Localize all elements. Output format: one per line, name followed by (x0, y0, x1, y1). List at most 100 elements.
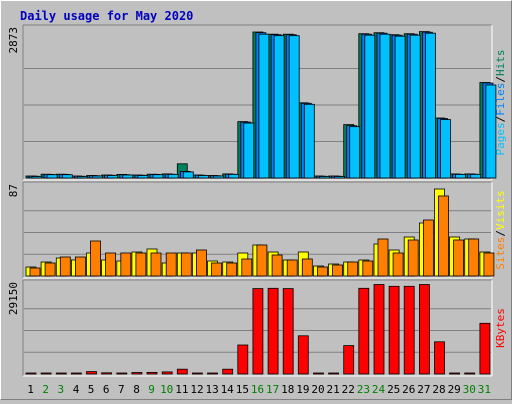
bar-kbytes-day-31 (479, 322, 491, 375)
series-label-part: Hits (494, 50, 507, 77)
panel-kbytes: 29150 KBytes (7, 279, 507, 377)
bar-pages-day-9 (152, 174, 164, 179)
chart-title: Daily usage for May 2020 (20, 9, 193, 23)
x-tick-label-day-4: 4 (73, 383, 80, 396)
x-tick-label-day-26: 26 (402, 383, 415, 396)
x-tick-label-day-24: 24 (372, 383, 386, 396)
bar-kbytes-day-9 (146, 371, 158, 375)
bar-kbytes-day-17 (267, 287, 279, 375)
bar-pages-day-10 (167, 173, 179, 179)
series-label-part: Sites (494, 237, 507, 270)
y-max-label-requests: 2873 (7, 27, 20, 54)
bar-pages-day-3 (61, 174, 73, 179)
bar-kbytes-day-8 (131, 372, 143, 375)
x-tick-label-day-10: 10 (160, 383, 173, 396)
x-tick-label-day-30: 30 (463, 383, 476, 396)
bar-sites-day-2 (44, 262, 56, 277)
bar-pages-day-16 (258, 33, 270, 179)
bar-pages-day-21 (334, 176, 346, 179)
bar-sites-day-15 (241, 258, 253, 277)
bar-sites-day-19 (301, 258, 313, 277)
bar-kbytes-day-18 (282, 288, 294, 375)
bar-sites-day-12 (195, 249, 207, 277)
series-label-visitors: Sites/Visits (494, 190, 507, 270)
bar-kbytes-day-26 (403, 285, 415, 375)
bar-pages-day-11 (182, 171, 194, 179)
series-label-part: Files (494, 83, 507, 116)
bar-pages-day-7 (122, 174, 134, 179)
x-tick-label-day-6: 6 (103, 383, 110, 396)
bar-pages-day-4 (77, 176, 88, 179)
x-tick-label-day-27: 27 (417, 383, 430, 396)
bar-sites-day-30 (468, 238, 480, 277)
x-tick-label-day-23: 23 (357, 383, 370, 396)
bar-sites-day-5 (90, 240, 101, 277)
bar-kbytes-day-1 (25, 372, 37, 375)
bar-pages-day-18 (288, 35, 300, 179)
x-tick-label-day-12: 12 (190, 383, 203, 396)
x-tick-label-day-22: 22 (342, 383, 355, 396)
bar-sites-day-6 (105, 252, 116, 277)
bar-kbytes-day-11 (176, 368, 188, 375)
bar-kbytes-day-3 (55, 372, 67, 375)
x-tick-label-day-20: 20 (311, 383, 324, 396)
bar-kbytes-day-19 (297, 335, 309, 375)
x-tick-label-day-21: 21 (326, 383, 339, 396)
bar-kbytes-day-27 (418, 284, 430, 375)
bar-sites-day-1 (29, 267, 41, 277)
bar-kbytes-day-15 (237, 344, 249, 375)
bar-pages-day-25 (394, 35, 406, 179)
bar-kbytes-day-24 (373, 284, 385, 375)
bar-kbytes-day-13 (207, 372, 218, 375)
bar-sites-day-11 (180, 252, 192, 277)
series-label-part: / (494, 76, 507, 83)
bar-pages-day-12 (197, 175, 209, 179)
bar-pages-day-27 (424, 32, 436, 179)
bar-pages-day-22 (349, 126, 361, 179)
series-label-requests: Pages/Files/Hits (494, 50, 507, 156)
x-tick-label-day-19: 19 (296, 383, 309, 396)
bar-sites-day-22 (347, 261, 359, 277)
y-max-label-kbytes: 29150 (7, 282, 20, 315)
bar-pages-day-26 (409, 34, 421, 179)
bar-pages-day-14 (228, 173, 240, 179)
bar-sites-day-3 (59, 256, 71, 277)
x-tick-label-day-13: 13 (205, 383, 218, 396)
x-tick-label-day-7: 7 (118, 383, 125, 396)
y-max-label-visitors: 87 (7, 184, 20, 197)
bar-sites-day-17 (271, 254, 283, 277)
bar-kbytes-day-4 (71, 372, 82, 375)
bar-sites-day-21 (332, 264, 344, 277)
bar-kbytes-day-2 (40, 372, 52, 375)
bar-sites-day-25 (392, 252, 404, 277)
bar-kbytes-day-7 (116, 372, 128, 375)
bar-pages-day-2 (46, 174, 58, 179)
bar-kbytes-day-30 (464, 372, 476, 375)
bar-pages-day-6 (107, 175, 118, 179)
bar-pages-day-20 (319, 176, 330, 179)
bar-sites-day-13 (211, 262, 222, 277)
bar-sites-day-10 (165, 252, 177, 277)
series-label-part: KBytes (494, 308, 507, 348)
bar-kbytes-day-10 (161, 371, 173, 375)
x-tick-label-day-2: 2 (42, 383, 49, 396)
bar-kbytes-day-21 (328, 372, 340, 375)
bar-sites-day-28 (438, 195, 449, 277)
bar-pages-day-15 (243, 122, 255, 179)
bar-pages-day-13 (213, 175, 224, 179)
x-tick-label-day-31: 31 (478, 383, 491, 396)
series-label-part: / (494, 230, 507, 237)
bar-sites-day-29 (453, 239, 465, 277)
bar-kbytes-day-29 (449, 372, 461, 375)
series-label-part: Pages (494, 122, 507, 155)
x-tick-label-day-28: 28 (432, 383, 445, 396)
x-tick-label-day-29: 29 (448, 383, 461, 396)
bar-pages-day-24 (379, 33, 391, 179)
bar-sites-day-9 (150, 252, 162, 277)
bar-sites-day-8 (135, 252, 147, 277)
bar-kbytes-day-25 (388, 285, 400, 375)
bar-sites-day-27 (422, 219, 434, 277)
x-tick-label-day-16: 16 (251, 383, 264, 396)
